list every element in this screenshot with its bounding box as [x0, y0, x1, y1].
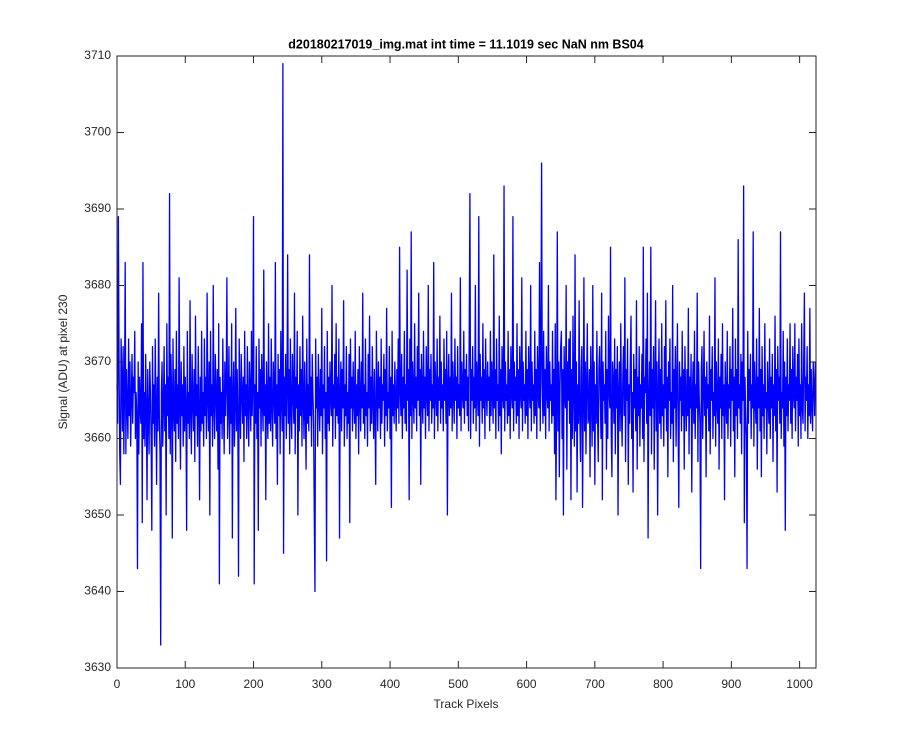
- x-tick-label: 700: [585, 677, 605, 691]
- x-tick-label: 0: [114, 677, 121, 691]
- x-tick-label: 600: [517, 677, 537, 691]
- x-tick-label: 100: [175, 677, 195, 691]
- y-tick-label: 3680: [84, 278, 111, 292]
- y-tick-label: 3670: [84, 354, 111, 368]
- x-axis-label: Track Pixels: [434, 697, 499, 711]
- x-tick-label: 800: [653, 677, 673, 691]
- x-tick-label: 200: [244, 677, 264, 691]
- y-tick-label: 3660: [84, 431, 111, 445]
- x-tick-label: 1000: [786, 677, 813, 691]
- y-tick-label: 3630: [84, 660, 111, 674]
- x-tick-label: 900: [721, 677, 741, 691]
- y-tick-label: 3650: [84, 507, 111, 521]
- plot-area: [116, 63, 816, 646]
- y-tick-label: 3640: [84, 584, 111, 598]
- y-axis-label: Signal (ADU) at pixel 230: [56, 294, 70, 429]
- data-line: [116, 63, 816, 646]
- y-tick-label: 3700: [84, 125, 111, 139]
- x-tick-label: 300: [312, 677, 332, 691]
- x-tick-label: 400: [380, 677, 400, 691]
- y-tick-label: 3690: [84, 201, 111, 215]
- y-tick-label: 3710: [84, 48, 111, 62]
- x-tick-label: 500: [448, 677, 468, 691]
- chart-title: d20180217019_img.mat int time = 11.1019 …: [288, 37, 643, 51]
